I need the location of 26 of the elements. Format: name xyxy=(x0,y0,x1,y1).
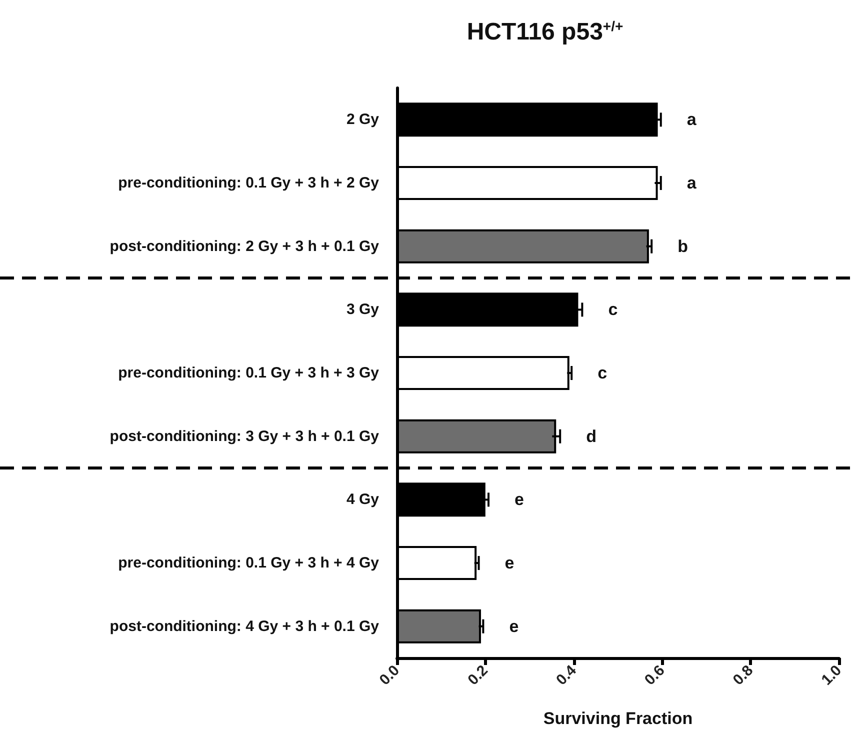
y-tick-label: 2 Gy xyxy=(346,111,380,128)
annotation: d xyxy=(586,426,596,446)
y-tick-label: pre-conditioning: 0.1 Gy + 3 h + 3 Gy xyxy=(118,364,380,382)
x-tick-label: 0.8 xyxy=(730,662,757,689)
annotation: a xyxy=(686,174,697,192)
x-tick-label: 0.6 xyxy=(641,662,668,689)
y-tick-label: post-conditioning: 3 Gy + 3 h + 0.1 Gy xyxy=(110,428,380,445)
x-tick-label: 1.0 xyxy=(818,662,846,689)
annotation: c xyxy=(598,364,608,382)
y-tick-label: post-conditioning: 2 Gy + 3 h + 0.1 Gy xyxy=(110,238,380,255)
annotation: e xyxy=(504,554,514,572)
x-tick-label: 0.0 xyxy=(376,662,404,689)
annotation: b xyxy=(678,236,688,256)
y-tick-label: 3 Gy xyxy=(346,301,380,318)
annotation: e xyxy=(509,616,519,636)
y-tick-label: pre-conditioning: 0.1 Gy + 3 h + 4 Gy xyxy=(118,554,380,572)
annotation: a xyxy=(686,110,697,130)
x-axis-title: Surviving Fraction xyxy=(543,709,693,728)
annotation: e xyxy=(514,490,524,510)
annotation: c xyxy=(608,300,618,320)
y-tick-label: pre-conditioning: 0.1 Gy + 3 h + 2 Gy xyxy=(118,174,380,192)
y-tick-label: 4 Gy xyxy=(346,491,380,508)
x-tick-label: 0.2 xyxy=(464,662,492,689)
chart-title: HCT116 p53+/+ xyxy=(466,18,624,46)
y-tick-label: post-conditioning: 4 Gy + 3 h + 0.1 Gy xyxy=(110,618,380,635)
x-tick-label: 0.4 xyxy=(553,662,580,689)
